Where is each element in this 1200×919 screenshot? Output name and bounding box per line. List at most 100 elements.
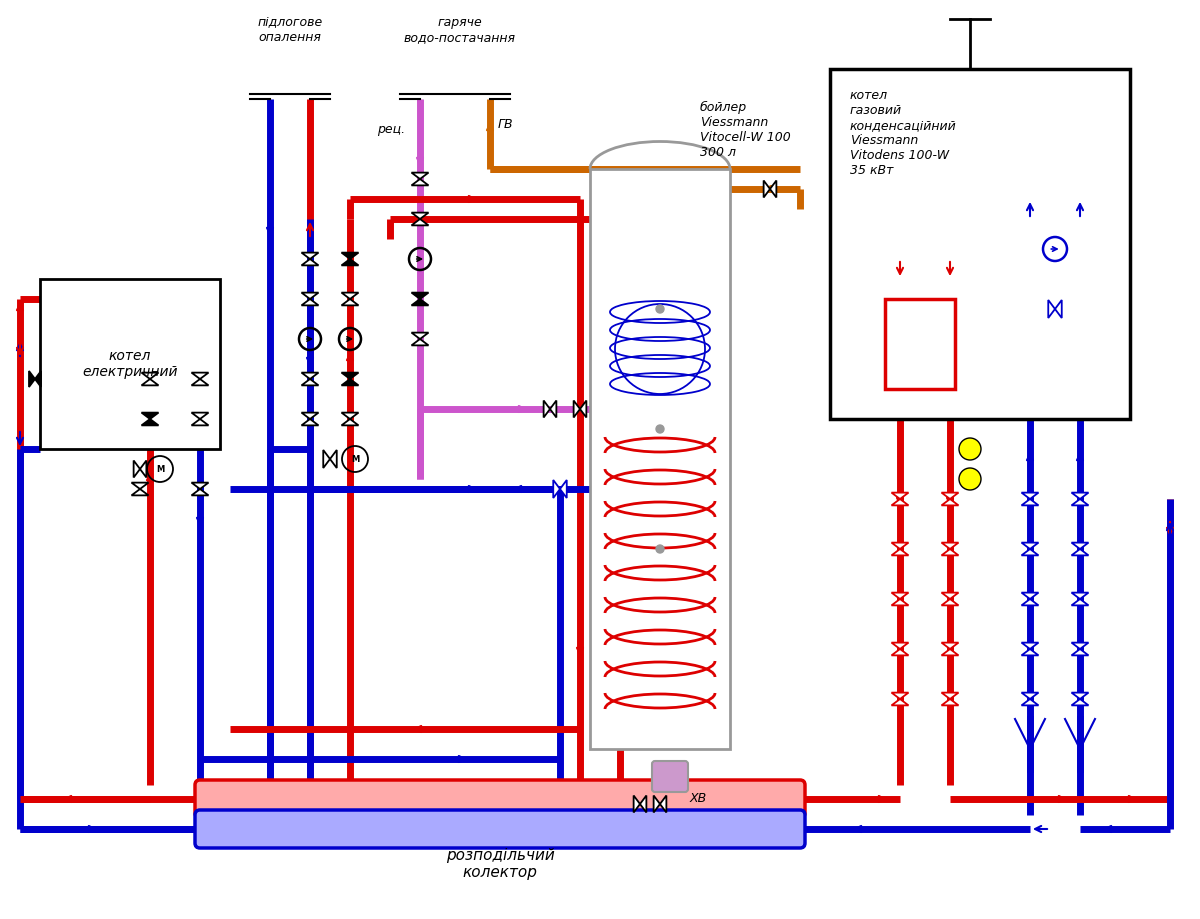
Polygon shape <box>1072 649 1088 655</box>
Polygon shape <box>1021 542 1038 549</box>
Polygon shape <box>301 259 318 266</box>
Polygon shape <box>301 379 318 385</box>
Polygon shape <box>412 333 428 339</box>
Polygon shape <box>342 379 359 385</box>
Polygon shape <box>942 649 959 655</box>
Polygon shape <box>35 371 41 387</box>
Polygon shape <box>132 489 149 495</box>
Polygon shape <box>342 372 359 379</box>
Text: котел
електричний: котел електричний <box>83 349 178 380</box>
Polygon shape <box>301 419 318 425</box>
Polygon shape <box>1072 593 1088 599</box>
Polygon shape <box>412 179 428 186</box>
Bar <box>590 169 730 749</box>
Polygon shape <box>640 796 647 812</box>
Polygon shape <box>1049 300 1055 318</box>
FancyBboxPatch shape <box>652 761 688 792</box>
Polygon shape <box>1072 599 1088 606</box>
Text: розподільчий
колектор: розподільчий колектор <box>445 848 554 880</box>
Polygon shape <box>412 173 428 179</box>
Polygon shape <box>301 299 318 305</box>
Polygon shape <box>192 482 209 489</box>
Polygon shape <box>770 180 776 198</box>
Text: гаряче
водо-постачання: гаряче водо-постачання <box>404 16 516 44</box>
Polygon shape <box>892 499 908 505</box>
Polygon shape <box>892 542 908 549</box>
Circle shape <box>959 438 982 460</box>
Polygon shape <box>342 419 359 425</box>
Polygon shape <box>301 413 318 419</box>
Polygon shape <box>412 212 428 219</box>
Bar <box>40 279 220 449</box>
Polygon shape <box>892 699 908 706</box>
Polygon shape <box>1072 542 1088 549</box>
Polygon shape <box>1021 593 1038 599</box>
Polygon shape <box>942 642 959 649</box>
Polygon shape <box>892 642 908 649</box>
Polygon shape <box>1021 693 1038 699</box>
Circle shape <box>959 468 982 490</box>
Polygon shape <box>342 413 359 419</box>
Polygon shape <box>132 482 149 489</box>
Polygon shape <box>412 299 428 305</box>
Polygon shape <box>323 450 330 468</box>
Polygon shape <box>892 549 908 555</box>
Polygon shape <box>301 372 318 379</box>
Polygon shape <box>301 292 318 299</box>
Polygon shape <box>342 259 359 266</box>
Text: ХВ: ХВ <box>690 792 707 805</box>
Polygon shape <box>1072 693 1088 699</box>
Text: рец.: рец. <box>377 122 406 135</box>
Polygon shape <box>763 180 770 198</box>
Polygon shape <box>192 379 209 385</box>
Polygon shape <box>142 379 158 385</box>
Polygon shape <box>892 599 908 606</box>
Polygon shape <box>1021 699 1038 706</box>
Polygon shape <box>1021 549 1038 555</box>
Polygon shape <box>1072 499 1088 505</box>
Polygon shape <box>192 372 209 379</box>
Polygon shape <box>192 419 209 425</box>
Polygon shape <box>412 219 428 225</box>
Polygon shape <box>412 292 428 299</box>
Polygon shape <box>942 693 959 699</box>
Polygon shape <box>544 401 550 417</box>
Polygon shape <box>942 499 959 505</box>
Polygon shape <box>1021 649 1038 655</box>
FancyBboxPatch shape <box>194 810 805 848</box>
Polygon shape <box>1021 599 1038 606</box>
Polygon shape <box>580 401 587 417</box>
Polygon shape <box>942 699 959 706</box>
Text: ГВ: ГВ <box>498 118 514 130</box>
Polygon shape <box>133 460 140 478</box>
Polygon shape <box>192 489 209 495</box>
Polygon shape <box>1055 300 1062 318</box>
Polygon shape <box>942 493 959 499</box>
Polygon shape <box>553 480 560 498</box>
Polygon shape <box>1021 642 1038 649</box>
Circle shape <box>656 425 664 433</box>
Polygon shape <box>892 493 908 499</box>
Bar <box>830 69 1130 419</box>
Polygon shape <box>942 593 959 599</box>
Polygon shape <box>654 796 660 812</box>
Polygon shape <box>140 460 146 478</box>
Bar <box>886 299 955 389</box>
Polygon shape <box>942 542 959 549</box>
Polygon shape <box>550 401 557 417</box>
Polygon shape <box>29 371 35 387</box>
Polygon shape <box>1072 493 1088 499</box>
Polygon shape <box>892 693 908 699</box>
Text: котел
газовий
конденсаційний
Viessmann
Vitodens 100-W
35 кВт: котел газовий конденсаційний Viessmann V… <box>850 89 956 177</box>
Text: M: M <box>350 455 359 463</box>
Polygon shape <box>142 413 158 419</box>
Polygon shape <box>1021 493 1038 499</box>
Circle shape <box>656 545 664 553</box>
FancyBboxPatch shape <box>194 780 805 818</box>
Polygon shape <box>634 796 640 812</box>
Polygon shape <box>892 593 908 599</box>
Polygon shape <box>892 649 908 655</box>
Polygon shape <box>574 401 580 417</box>
Polygon shape <box>142 372 158 379</box>
Polygon shape <box>1072 549 1088 555</box>
